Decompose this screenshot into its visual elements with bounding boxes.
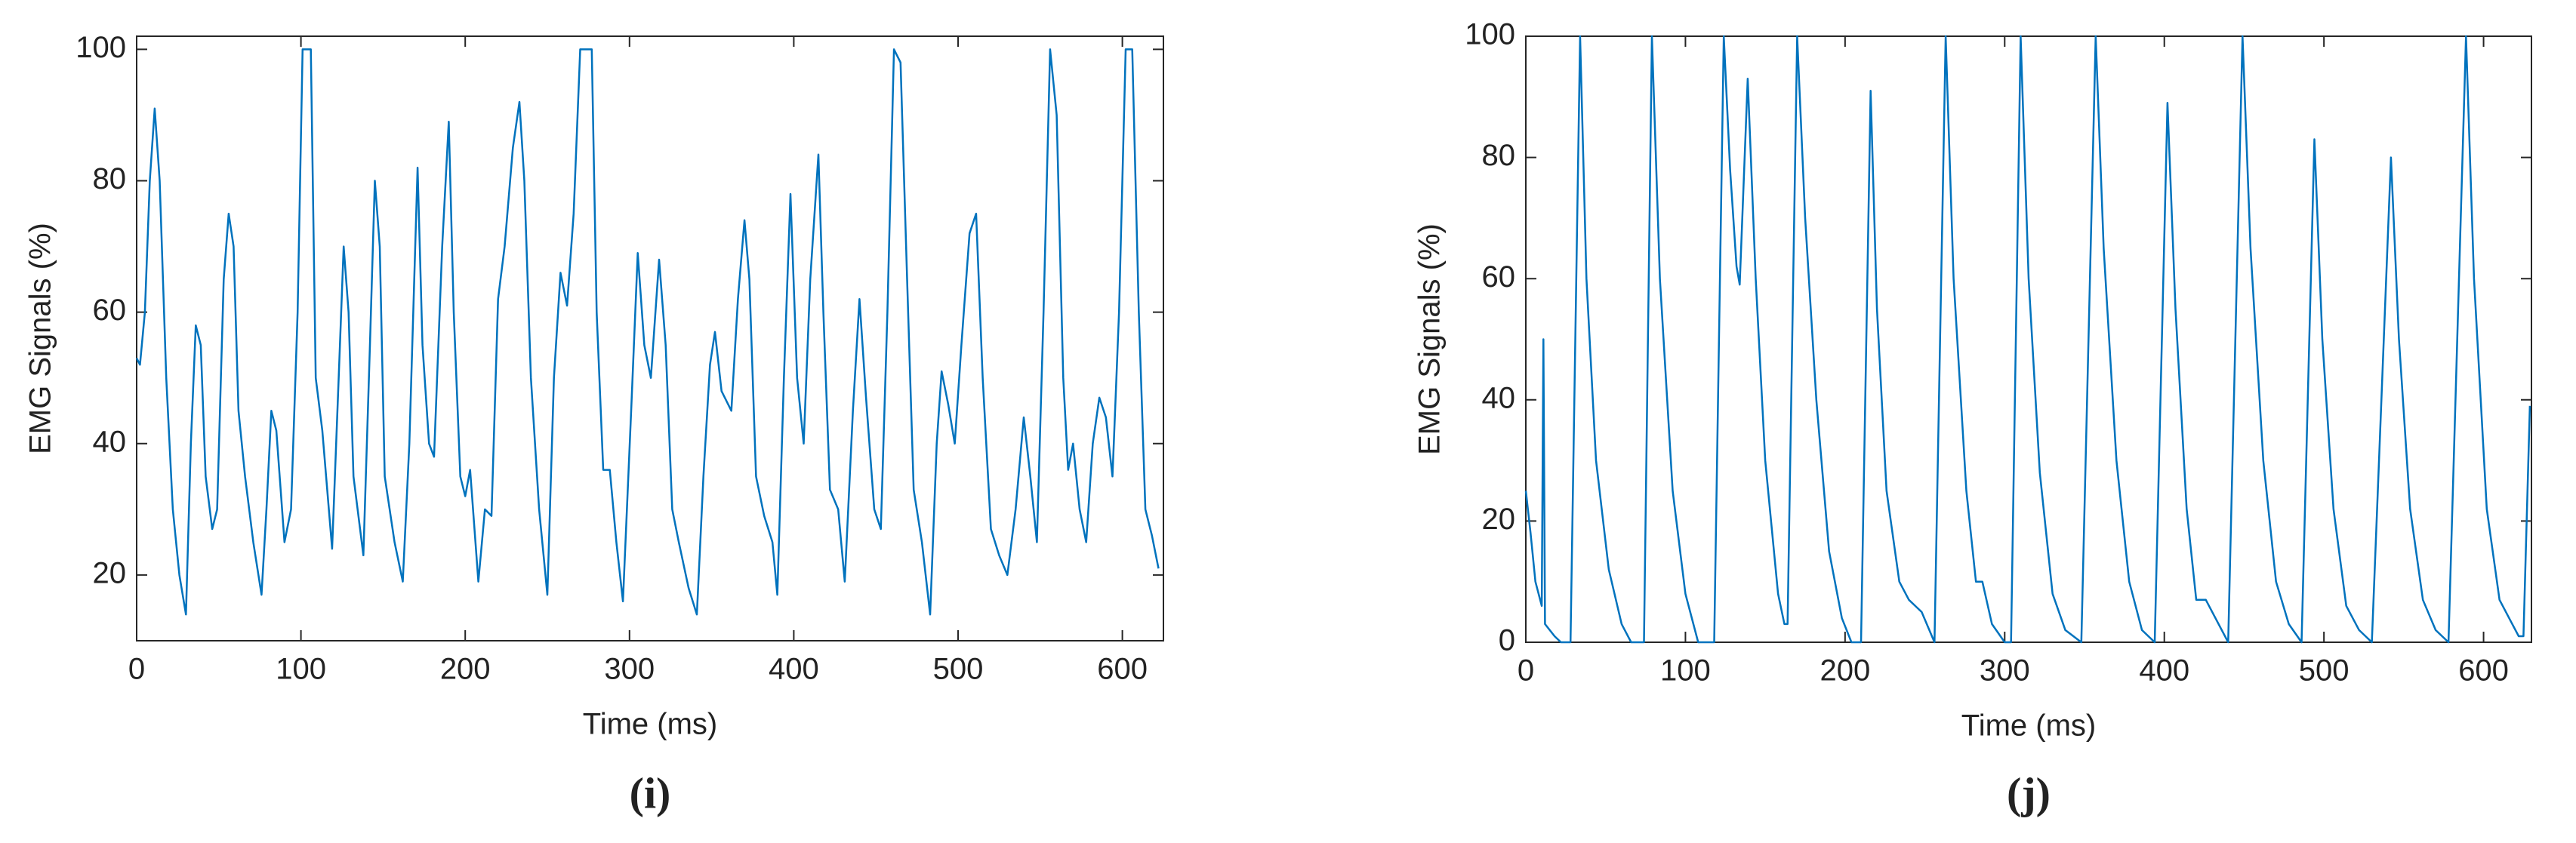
- x-tick-label: 200: [1820, 654, 1870, 688]
- x-tick-label: 0: [1518, 654, 1534, 688]
- y-tick-label: 60: [93, 294, 127, 327]
- y-tick-label: 80: [93, 162, 127, 195]
- x-tick-label: 400: [769, 653, 819, 686]
- plot-area: [136, 35, 1164, 641]
- plot-area: [1525, 35, 2532, 643]
- x-tick-label: 600: [2458, 654, 2509, 688]
- x-tick-label: 0: [128, 653, 145, 686]
- plot: 0 100 200 300 400 500 600 0 20 40 60 80 100 Time (ms)…: [1413, 18, 2532, 817]
- y-tick-label: 100: [1465, 18, 1515, 51]
- signal-line: [1524, 35, 2531, 644]
- y-tick-label: 100: [75, 31, 126, 64]
- y-axis-label: EMG Signals (%): [24, 223, 57, 454]
- caption: (i): [630, 768, 671, 817]
- x-tick-label: 500: [2299, 654, 2350, 688]
- y-tick-label: 40: [93, 425, 127, 458]
- caption: (j): [2007, 768, 2051, 817]
- x-tick-label: 100: [1660, 654, 1711, 688]
- x-tick-label: 300: [1980, 654, 2030, 688]
- x-tick-label: 500: [933, 653, 984, 686]
- y-tick-label: 0: [1499, 624, 1515, 657]
- signal-line: [135, 48, 1160, 616]
- x-tick-label: 600: [1097, 653, 1148, 686]
- plot: 0 100 200 300 400 500 600 20 40 60 80 100 Time (ms) E…: [24, 31, 1164, 817]
- y-tick-label: 40: [1482, 381, 1516, 414]
- x-tick-label: 200: [440, 653, 491, 686]
- x-tick-label: 400: [2139, 654, 2189, 688]
- x-axis-label: Time (ms): [1961, 709, 2096, 743]
- y-axis-label: EMG Signals (%): [1413, 223, 1447, 455]
- y-tick-label: 60: [1482, 260, 1516, 294]
- x-tick-label: 100: [276, 653, 326, 686]
- y-tick-label: 20: [1482, 503, 1516, 536]
- x-tick-label: 300: [604, 653, 655, 686]
- y-tick-label: 80: [1482, 139, 1516, 172]
- x-axis-label: Time (ms): [583, 708, 717, 741]
- y-tick-label: 20: [93, 556, 127, 589]
